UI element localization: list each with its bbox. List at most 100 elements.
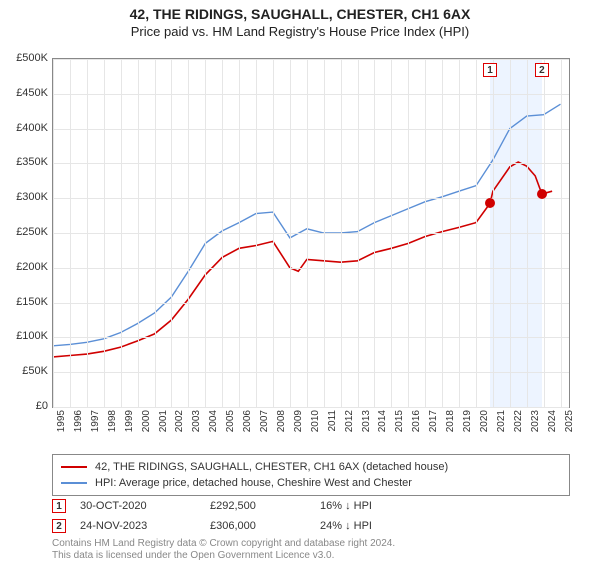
x-axis-label: 2009: [293, 410, 304, 442]
gridline-v: [442, 59, 443, 407]
gridline-v: [155, 59, 156, 407]
gridline-h: [53, 268, 569, 269]
x-axis-label: 1999: [124, 410, 135, 442]
x-axis-label: 2014: [377, 410, 388, 442]
legend-label: HPI: Average price, detached house, Ches…: [95, 477, 412, 489]
footer-text: Contains HM Land Registry data © Crown c…: [52, 538, 395, 562]
gridline-v: [171, 59, 172, 407]
gridline-v: [459, 59, 460, 407]
gridline-v: [324, 59, 325, 407]
gridline-h: [53, 163, 569, 164]
gridline-v: [188, 59, 189, 407]
gridline-v: [205, 59, 206, 407]
gridline-v: [358, 59, 359, 407]
gridline-h: [53, 337, 569, 338]
sale-diff: 16% ↓ HPI: [320, 500, 440, 512]
footer-line2: This data is licensed under the Open Gov…: [52, 550, 395, 562]
legend-box: 42, THE RIDINGS, SAUGHALL, CHESTER, CH1 …: [52, 454, 570, 496]
x-axis-label: 2019: [462, 410, 473, 442]
gridline-v: [121, 59, 122, 407]
gridline-v: [104, 59, 105, 407]
chart-marker: 2: [535, 63, 549, 77]
legend-swatch: [61, 466, 87, 468]
x-axis-label: 2018: [445, 410, 456, 442]
gridline-v: [493, 59, 494, 407]
x-axis-label: 2016: [411, 410, 422, 442]
chart-marker: 1: [483, 63, 497, 77]
x-axis-label: 2013: [361, 410, 372, 442]
y-axis-label: £0: [2, 400, 48, 412]
sale-diff: 24% ↓ HPI: [320, 520, 440, 532]
x-axis-label: 2023: [530, 410, 541, 442]
x-axis-label: 1996: [73, 410, 84, 442]
chart-subtitle: Price paid vs. HM Land Registry's House …: [0, 24, 600, 39]
gridline-v: [87, 59, 88, 407]
chart-title: 42, THE RIDINGS, SAUGHALL, CHESTER, CH1 …: [0, 6, 600, 22]
y-axis-label: £400K: [2, 122, 48, 134]
y-axis-label: £100K: [2, 330, 48, 342]
gridline-v: [70, 59, 71, 407]
gridline-h: [53, 233, 569, 234]
sale-date: 24-NOV-2023: [80, 520, 210, 532]
sale-marker-box: 1: [52, 499, 66, 513]
y-axis-label: £300K: [2, 191, 48, 203]
y-axis-label: £350K: [2, 156, 48, 168]
gridline-v: [476, 59, 477, 407]
gridline-v: [239, 59, 240, 407]
y-axis-label: £150K: [2, 296, 48, 308]
gridline-h: [53, 372, 569, 373]
sale-row: 1 30-OCT-2020£292,50016% ↓ HPI: [52, 496, 570, 516]
x-axis-label: 2015: [394, 410, 405, 442]
sales-table: 1 30-OCT-2020£292,50016% ↓ HPI 2 24-NOV-202…: [52, 496, 570, 536]
sale-row: 224-NOV-2023£306,00024% ↓ HPI: [52, 516, 570, 536]
legend-label: 42, THE RIDINGS, SAUGHALL, CHESTER, CH1 …: [95, 461, 448, 473]
gridline-h: [53, 303, 569, 304]
gridline-v: [425, 59, 426, 407]
gridline-v: [138, 59, 139, 407]
sale-dot: [537, 189, 547, 199]
gridline-v: [273, 59, 274, 407]
y-axis-label: £500K: [2, 52, 48, 64]
gridline-v: [527, 59, 528, 407]
gridline-v: [561, 59, 562, 407]
gridline-v: [544, 59, 545, 407]
gridline-h: [53, 129, 569, 130]
x-axis-label: 2012: [344, 410, 355, 442]
gridline-v: [222, 59, 223, 407]
x-axis-label: 2010: [310, 410, 321, 442]
x-axis-label: 2006: [242, 410, 253, 442]
gridline-h: [53, 59, 569, 60]
x-axis-label: 2000: [141, 410, 152, 442]
x-axis-label: 2008: [276, 410, 287, 442]
y-axis-label: £450K: [2, 87, 48, 99]
x-axis-label: 1997: [90, 410, 101, 442]
plot-area: 12: [52, 58, 570, 408]
x-axis-label: 2005: [225, 410, 236, 442]
x-axis-label: 2003: [191, 410, 202, 442]
legend-item: HPI: Average price, detached house, Ches…: [61, 475, 561, 491]
x-axis-label: 2001: [158, 410, 169, 442]
x-axis-label: 1995: [56, 410, 67, 442]
y-axis-label: £200K: [2, 261, 48, 273]
chart-container: 42, THE RIDINGS, SAUGHALL, CHESTER, CH1 …: [0, 6, 600, 566]
x-axis-label: 2007: [259, 410, 270, 442]
gridline-v: [307, 59, 308, 407]
sale-price: £292,500: [210, 500, 320, 512]
footer-line1: Contains HM Land Registry data © Crown c…: [52, 538, 395, 550]
gridline-h: [53, 94, 569, 95]
gridline-v: [408, 59, 409, 407]
x-axis-label: 2017: [428, 410, 439, 442]
y-axis-label: £250K: [2, 226, 48, 238]
x-axis-label: 2004: [208, 410, 219, 442]
x-axis-label: 2022: [513, 410, 524, 442]
sale-date: 30-OCT-2020: [80, 500, 210, 512]
gridline-v: [510, 59, 511, 407]
sale-marker-box: 2: [52, 519, 66, 533]
gridline-v: [391, 59, 392, 407]
gridline-v: [256, 59, 257, 407]
y-axis-label: £50K: [2, 365, 48, 377]
legend-item: 42, THE RIDINGS, SAUGHALL, CHESTER, CH1 …: [61, 459, 561, 475]
gridline-v: [341, 59, 342, 407]
gridline-v: [374, 59, 375, 407]
series-property: [53, 162, 552, 357]
